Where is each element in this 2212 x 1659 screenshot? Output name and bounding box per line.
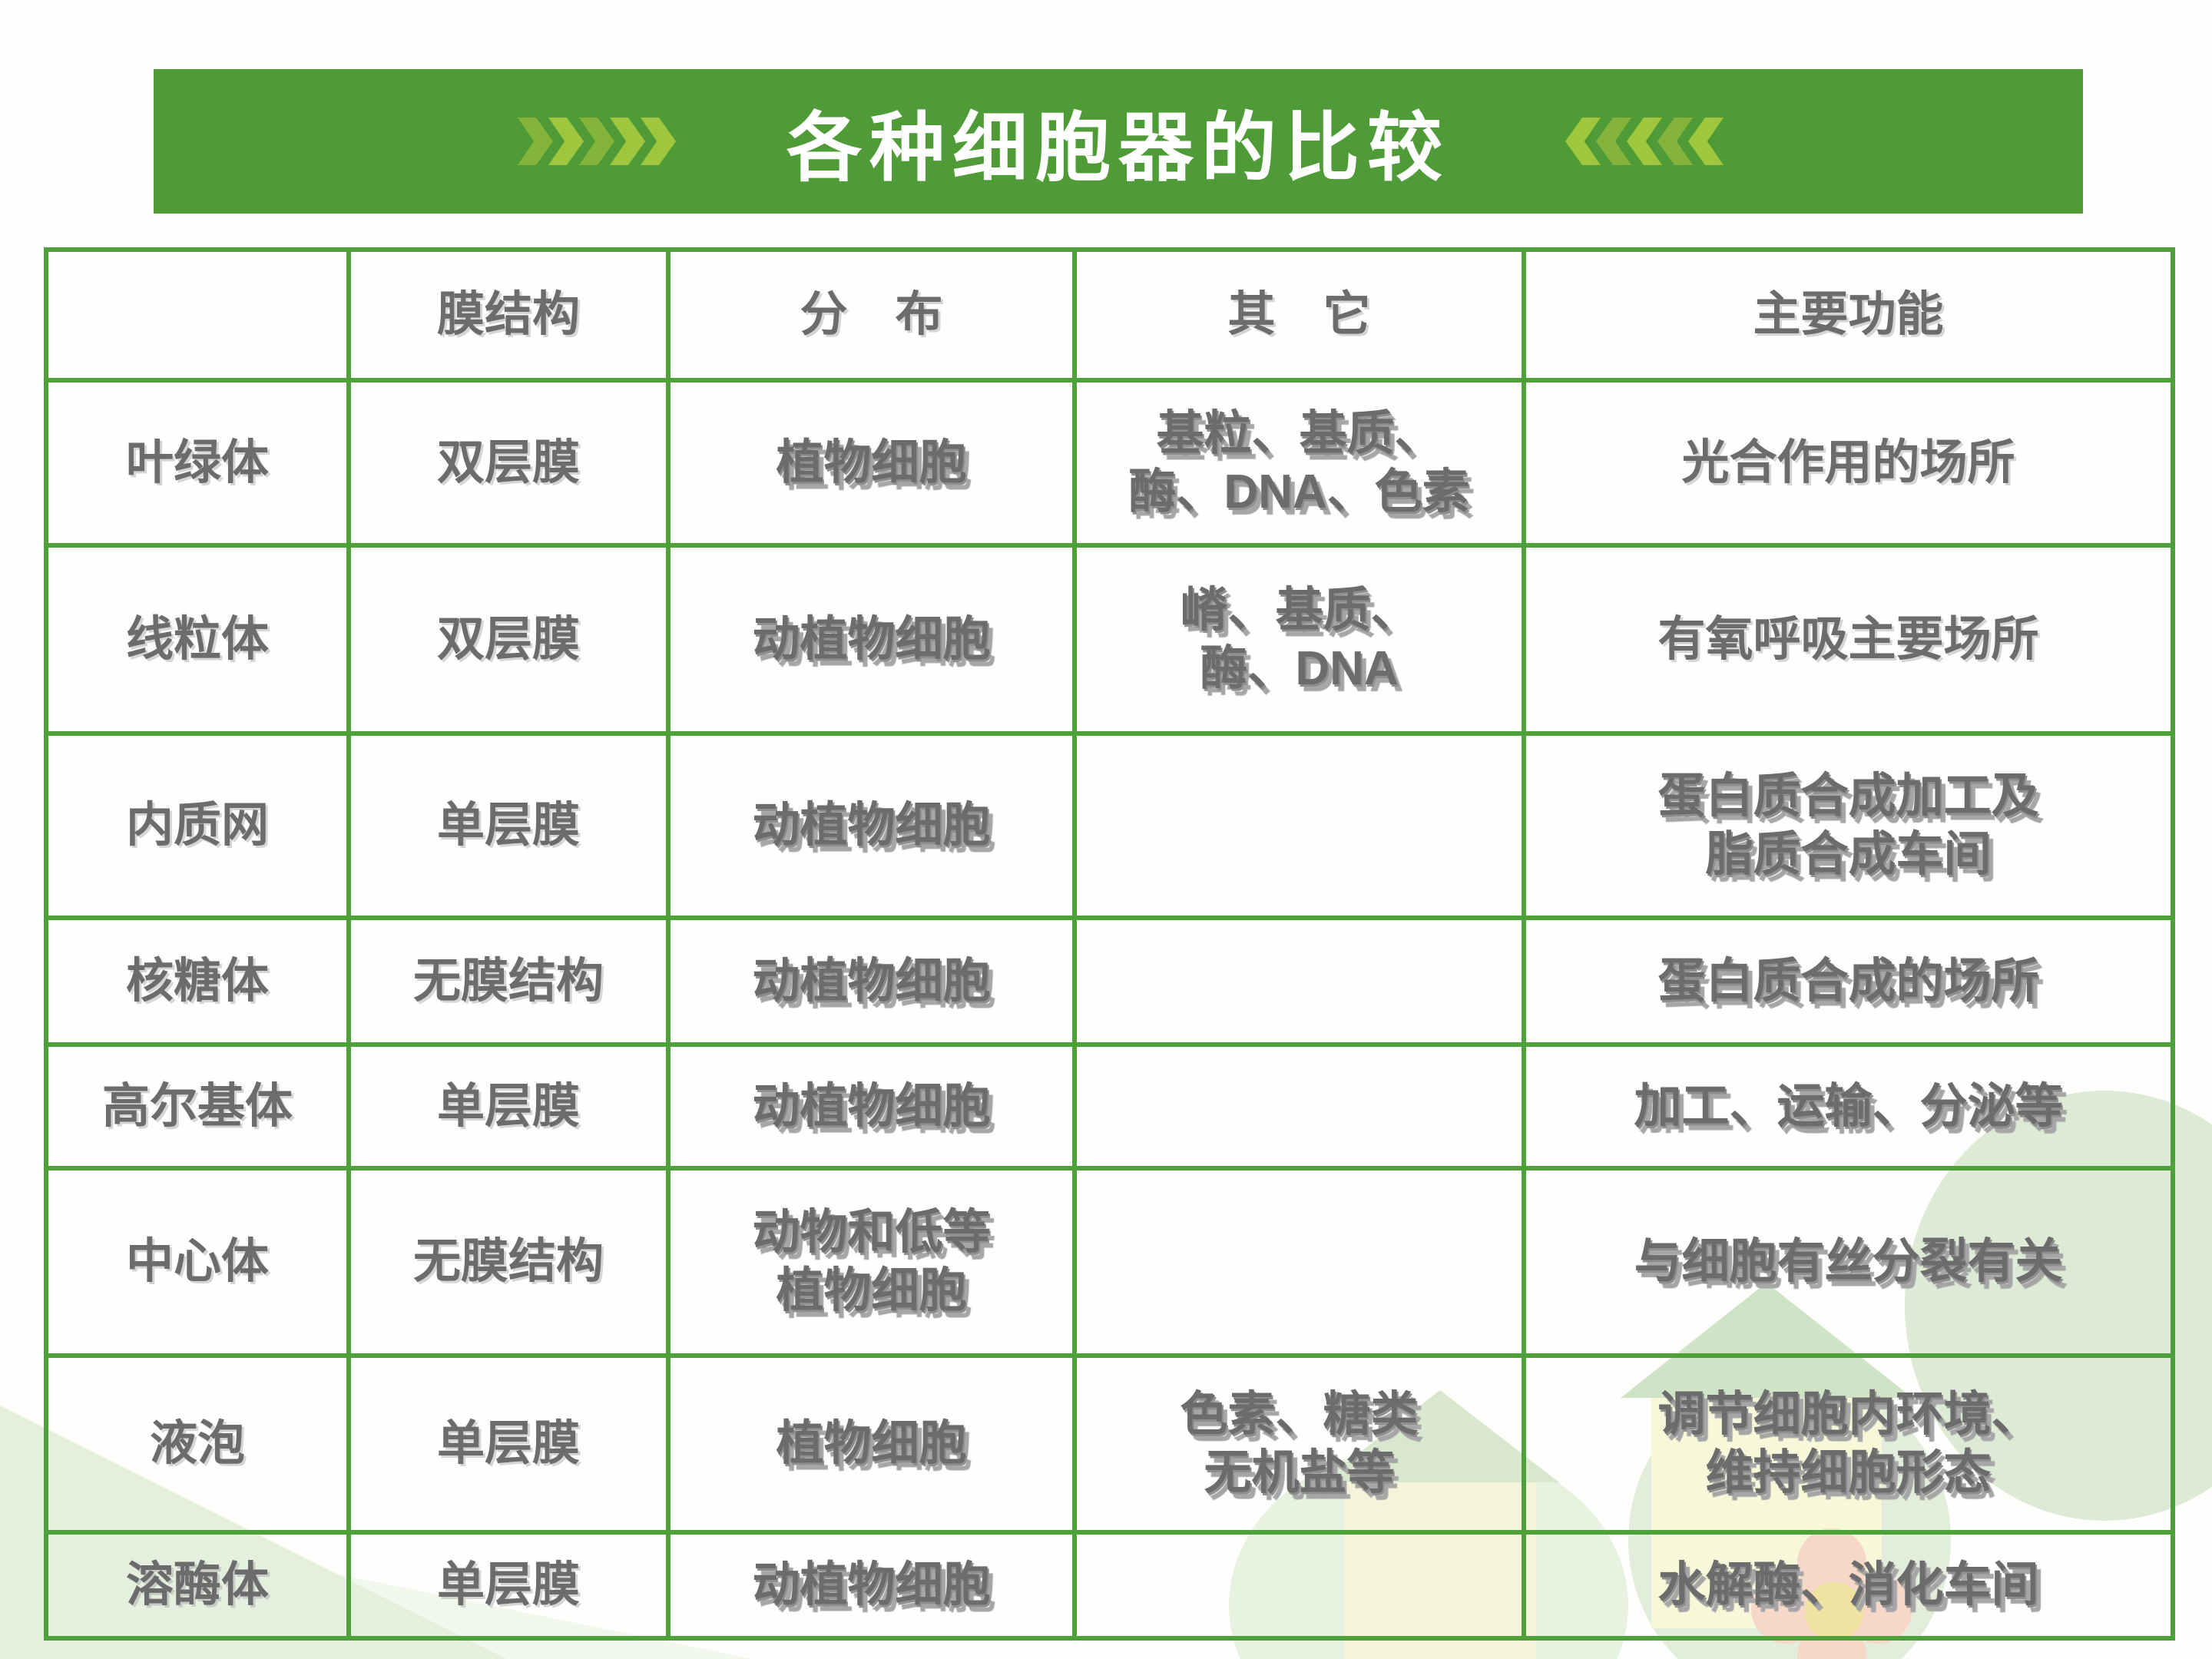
organelle-name-cell: 叶绿体 <box>44 378 351 548</box>
function-cell: 光合作用的场所 <box>1522 378 2175 548</box>
other-cell <box>1072 1042 1526 1171</box>
membrane-cell: 单层膜 <box>346 1530 671 1641</box>
organelle-name-cell: 线粒体 <box>44 543 351 736</box>
other-cell: 色素、糖类 无机盐等 <box>1072 1353 1526 1535</box>
function-cell: 有氧呼吸主要场所 <box>1522 543 2175 736</box>
function-cell: 水解酶、消化车间 <box>1522 1530 2175 1641</box>
table-row: 线粒体 双层膜 动植物细胞 嵴、基质、 酶、DNA 有氧呼吸主要场所 <box>44 543 2175 736</box>
distribution-cell: 植物细胞 <box>666 378 1077 548</box>
title-banner: 各种细胞器的比较 <box>154 69 2083 214</box>
chevrons-left-icon <box>1565 118 1719 165</box>
organelle-name-cell: 溶酶体 <box>44 1530 351 1641</box>
table-row: 液泡 单层膜 植物细胞 色素、糖类 无机盐等 调节细胞内环境、 维持细胞形态 <box>44 1353 2175 1535</box>
distribution-cell: 动植物细胞 <box>666 916 1077 1047</box>
header-row: 膜结构 分 布 其 它 主要功能 <box>44 247 2175 382</box>
header-membrane-cell: 膜结构 <box>346 247 671 382</box>
table-row: 溶酶体 单层膜 动植物细胞 水解酶、消化车间 <box>44 1530 2175 1641</box>
function-cell: 蛋白质合成的场所 <box>1522 916 2175 1047</box>
membrane-cell: 单层膜 <box>346 1353 671 1535</box>
header-empty-cell <box>44 247 351 382</box>
table-row: 中心体 无膜结构 动物和低等 植物细胞 与细胞有丝分裂有关 <box>44 1166 2175 1358</box>
membrane-cell: 单层膜 <box>346 731 671 920</box>
distribution-cell: 动植物细胞 <box>666 1042 1077 1171</box>
organelle-name-cell: 内质网 <box>44 731 351 920</box>
organelle-name-cell: 高尔基体 <box>44 1042 351 1171</box>
table-row: 高尔基体 单层膜 动植物细胞 加工、运输、分泌等 <box>44 1042 2175 1171</box>
membrane-cell: 无膜结构 <box>346 916 671 1047</box>
other-cell <box>1072 1166 1526 1358</box>
distribution-cell: 动植物细胞 <box>666 731 1077 920</box>
membrane-cell: 单层膜 <box>346 1042 671 1171</box>
organelle-name-cell: 中心体 <box>44 1166 351 1358</box>
distribution-cell: 植物细胞 <box>666 1353 1077 1535</box>
other-cell: 基粒、基质、 酶、DNA、色素 <box>1072 378 1526 548</box>
function-cell: 加工、运输、分泌等 <box>1522 1042 2175 1171</box>
table-row: 核糖体 无膜结构 动植物细胞 蛋白质合成的场所 <box>44 916 2175 1047</box>
other-cell: 嵴、基质、 酶、DNA <box>1072 543 1526 736</box>
function-cell: 调节细胞内环境、 维持细胞形态 <box>1522 1353 2175 1535</box>
membrane-cell: 双层膜 <box>346 378 671 548</box>
header-distribution-cell: 分 布 <box>666 247 1077 382</box>
distribution-cell: 动植物细胞 <box>666 543 1077 736</box>
organelle-name-cell: 核糖体 <box>44 916 351 1047</box>
header-function-cell: 主要功能 <box>1522 247 2175 382</box>
other-cell <box>1072 1530 1526 1641</box>
distribution-cell: 动物和低等 植物细胞 <box>666 1166 1077 1358</box>
table-row: 内质网 单层膜 动植物细胞 蛋白质合成加工及 脂质合成车间 <box>44 731 2175 920</box>
other-cell <box>1072 731 1526 920</box>
other-cell <box>1072 916 1526 1047</box>
chevrons-right-icon <box>517 118 676 165</box>
function-cell: 与细胞有丝分裂有关 <box>1522 1166 2175 1358</box>
slide-title: 各种细胞器的比较 <box>786 105 1450 190</box>
function-cell: 蛋白质合成加工及 脂质合成车间 <box>1522 731 2175 920</box>
organelle-comparison-table: 膜结构 分 布 其 它 主要功能 叶绿体 双层膜 植物细胞 基粒、基质、 酶、D… <box>44 247 2175 1641</box>
distribution-cell: 动植物细胞 <box>666 1530 1077 1641</box>
membrane-cell: 双层膜 <box>346 543 671 736</box>
header-other-cell: 其 它 <box>1072 247 1526 382</box>
table-row: 叶绿体 双层膜 植物细胞 基粒、基质、 酶、DNA、色素 光合作用的场所 <box>44 378 2175 548</box>
organelle-name-cell: 液泡 <box>44 1353 351 1535</box>
membrane-cell: 无膜结构 <box>346 1166 671 1358</box>
